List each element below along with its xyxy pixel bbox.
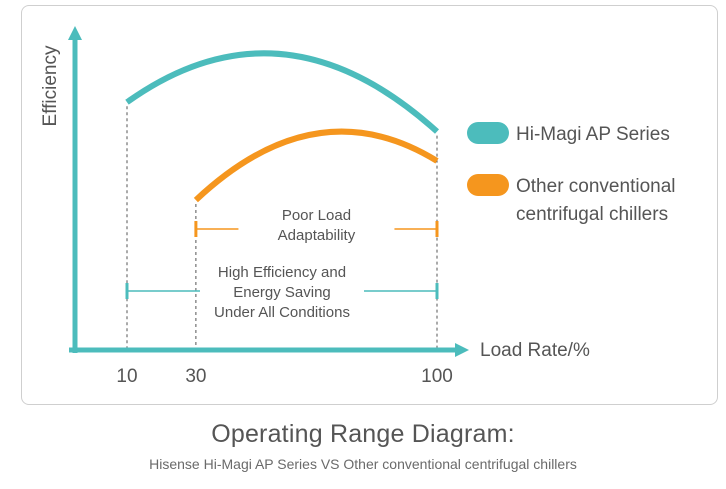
series-curves <box>125 50 440 203</box>
x-tick-label: 100 <box>421 366 453 387</box>
poor-adaptability-range-label: Adaptability <box>278 227 356 244</box>
x-tick-label: 10 <box>116 366 137 387</box>
series-curve-hi-magi <box>125 50 440 134</box>
series-curve-conventional <box>193 128 439 203</box>
high-efficiency-range-label: Energy Saving <box>233 284 331 301</box>
axes: Efficiency Load Rate/% <box>40 26 590 361</box>
legend-swatch-conventional <box>467 174 509 196</box>
x-axis-arrow <box>455 343 469 357</box>
poor-adaptability-range-label: Poor Load <box>282 207 351 224</box>
annotations: Poor Load Adaptability High Efficiency and… <box>125 207 439 321</box>
legend-swatch-hi-magi <box>467 122 509 144</box>
x-axis-label: Load Rate/% <box>480 340 590 361</box>
legend-label: Hi-Magi AP Series <box>516 124 670 145</box>
caption-title: Operating Range Diagram: <box>211 420 515 448</box>
legend-label: centrifugal chillers <box>516 204 668 225</box>
caption-subtitle: Hisense Hi-Magi AP Series VS Other conve… <box>149 456 577 472</box>
legend-label: Other conventional <box>516 176 676 197</box>
high-efficiency-range-label: High Efficiency and <box>218 264 346 281</box>
y-axis-arrow <box>68 26 82 40</box>
x-tick-label: 30 <box>185 366 206 387</box>
legend: Hi-Magi AP Series Other conventional centr… <box>467 122 676 225</box>
x-tick-labels: 10 30 100 <box>116 366 452 387</box>
chart-card <box>21 5 718 405</box>
guide-lines <box>126 106 438 348</box>
y-axis-label: Efficiency <box>40 45 61 126</box>
high-efficiency-range-label: Under All Conditions <box>214 304 350 321</box>
